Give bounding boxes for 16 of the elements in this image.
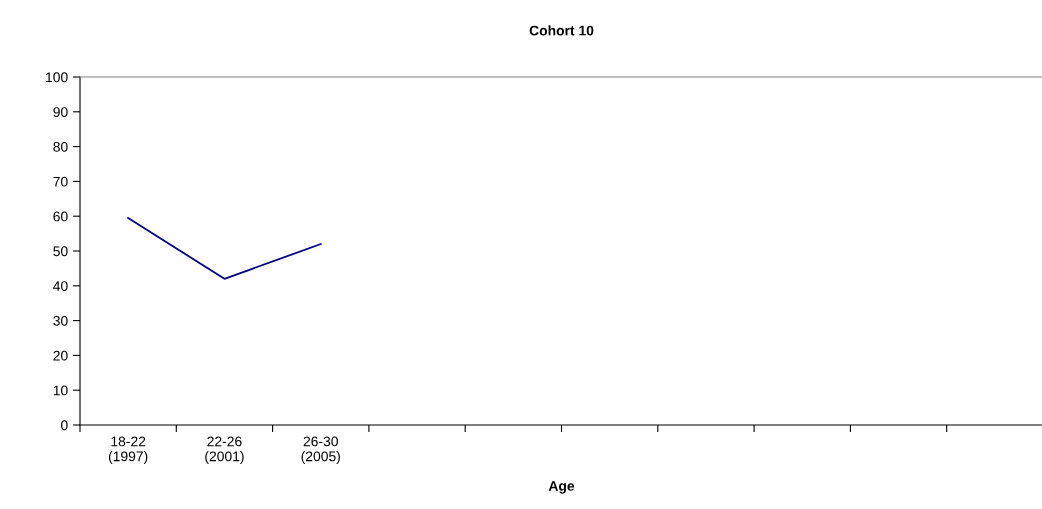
- y-tick-label: 60: [53, 211, 68, 222]
- y-tick-label: 50: [53, 246, 68, 257]
- x-tick-label: 26-30 (2005): [301, 436, 340, 465]
- y-tick-label: 90: [53, 107, 68, 117]
- x-tick-label: 18-22 (1997): [108, 436, 148, 465]
- y-tick-label: 20: [53, 350, 68, 361]
- y-tick-label: 100: [46, 72, 68, 83]
- y-tick-label: 10: [53, 385, 68, 396]
- y-tick-label: 70: [53, 176, 68, 187]
- y-tick-label: 30: [53, 315, 68, 326]
- chart-title: Cohort 10: [529, 25, 594, 36]
- y-tick-label: 0: [61, 420, 68, 431]
- x-tick-label: 22-26 (2001): [205, 436, 244, 465]
- y-tick-label: 80: [53, 141, 68, 152]
- x-axis-title: Age: [548, 481, 575, 494]
- y-tick-label: 40: [53, 281, 68, 291]
